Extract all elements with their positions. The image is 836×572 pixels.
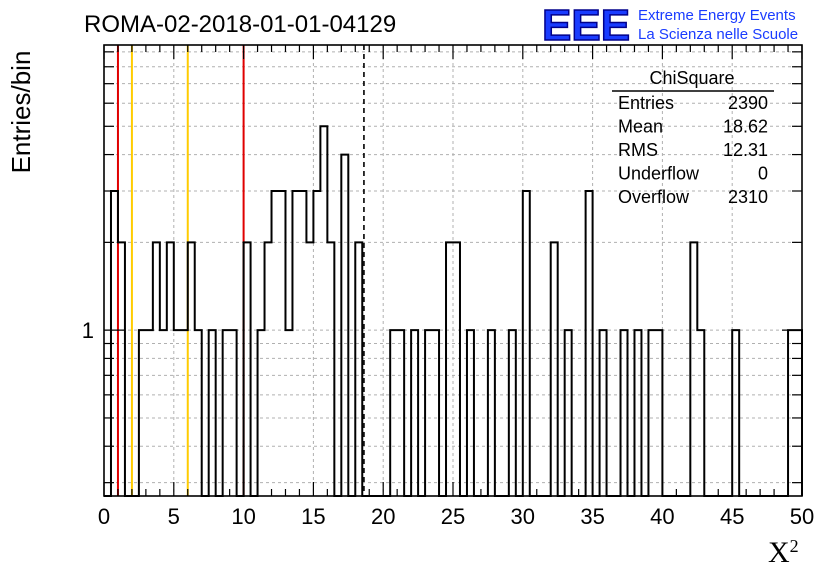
histogram-bin xyxy=(272,191,279,496)
histogram-bin xyxy=(432,330,439,496)
histogram-bin xyxy=(181,330,188,496)
stats-row-label: Overflow xyxy=(618,187,690,207)
histogram-bin xyxy=(230,330,237,496)
histogram-bin xyxy=(209,330,216,496)
x-tick-label: 35 xyxy=(580,504,604,529)
histogram xyxy=(104,125,803,497)
histogram-bin xyxy=(795,330,802,496)
histogram-bin xyxy=(565,330,572,496)
histogram-bin xyxy=(621,330,628,496)
x-tick-label: 25 xyxy=(441,504,465,529)
y-axis-label: Entries/bin xyxy=(6,51,36,174)
histogram-bin xyxy=(118,242,125,496)
histogram-bin xyxy=(600,330,607,496)
histogram-bin xyxy=(690,242,697,496)
histogram-bin xyxy=(320,126,327,496)
histogram-bin xyxy=(488,330,495,496)
stats-row-label: RMS xyxy=(618,140,658,160)
stats-row-value: 18.62 xyxy=(723,117,768,137)
stats-row-value: 2310 xyxy=(728,187,768,207)
histogram-bin xyxy=(341,155,348,496)
stats-row-label: Mean xyxy=(618,117,663,137)
histogram-bin xyxy=(655,330,662,496)
histogram-bin xyxy=(299,191,306,496)
eee-logo: EEE Extreme Energy Events La Scienza nel… xyxy=(541,0,798,51)
histogram-bin xyxy=(390,330,397,496)
histogram-bin xyxy=(467,330,474,496)
y-axis-ticks: 1 xyxy=(82,51,802,484)
stats-title: ChiSquare xyxy=(649,68,734,88)
histogram-bin xyxy=(327,242,334,496)
histogram-bin xyxy=(167,242,174,496)
histogram-bin xyxy=(139,330,146,496)
histogram-bin xyxy=(509,330,516,496)
histogram-bin xyxy=(285,330,292,496)
x-tick-label: 45 xyxy=(720,504,744,529)
histogram-bin xyxy=(313,191,320,496)
histogram-bin xyxy=(292,191,299,496)
histogram-bin xyxy=(425,330,432,496)
x-tick-label: 50 xyxy=(790,504,814,529)
histogram-bin xyxy=(223,330,230,496)
histogram-bin xyxy=(188,242,195,496)
x-tick-label: 0 xyxy=(98,504,110,529)
logo-line-1: Extreme Energy Events xyxy=(638,7,796,24)
histogram-bin xyxy=(153,242,160,496)
histogram-bin xyxy=(355,242,362,496)
histogram-bin xyxy=(306,242,313,496)
histogram-bin xyxy=(551,242,558,496)
stats-row-label: Entries xyxy=(618,93,674,113)
histogram-bin xyxy=(586,191,593,496)
histogram-bin xyxy=(697,330,704,496)
histogram-bin xyxy=(195,330,202,496)
x-tick-label: 15 xyxy=(301,504,325,529)
stats-row-value: 2390 xyxy=(728,93,768,113)
histogram-bin xyxy=(648,330,655,496)
histogram-bin xyxy=(174,330,181,496)
x-tick-label: 5 xyxy=(168,504,180,529)
y-tick-label: 1 xyxy=(82,318,94,343)
stats-rows: Entries 2390 Mean 18.62 RMS 12.31 Underflow 0 Ov… xyxy=(618,93,768,207)
histogram-bin xyxy=(732,330,739,496)
histogram-bin xyxy=(265,242,272,496)
x-tick-label: 20 xyxy=(371,504,395,529)
stats-row-value: 12.31 xyxy=(723,140,768,160)
histogram-bin xyxy=(146,330,153,496)
logo-wordmark: EEE xyxy=(542,1,630,50)
histogram-bin xyxy=(160,330,167,496)
stats-row-label: Underflow xyxy=(618,164,700,184)
histogram-bin xyxy=(446,242,453,496)
histogram-bin xyxy=(279,191,286,496)
stats-row-value: 0 xyxy=(758,164,768,184)
histogram-bin xyxy=(788,330,795,496)
histogram-bin xyxy=(523,191,530,496)
x-tick-label: 10 xyxy=(231,504,255,529)
histogram-bin xyxy=(453,242,460,496)
x-tick-label: 30 xyxy=(511,504,535,529)
logo-line-2: La Scienza nelle Scuole xyxy=(638,26,798,43)
x-axis-label: X2 xyxy=(768,536,799,569)
x-tick-label: 40 xyxy=(650,504,674,529)
histogram-outline xyxy=(104,125,803,497)
histogram-bin xyxy=(411,330,418,496)
histogram-bin xyxy=(244,242,251,496)
histogram-bin xyxy=(258,330,265,496)
chart-title: ROMA-02-2018-01-01-04129 xyxy=(84,11,396,38)
x-axis-ticks: 0 5 10 15 20 25 30 35 40 45 50 xyxy=(98,45,814,529)
histogram-bin xyxy=(634,330,641,496)
stats-box: ChiSquare Entries 2390 Mean 18.62 RMS 12.31 Un… xyxy=(612,68,774,207)
histogram-bin xyxy=(397,330,404,496)
